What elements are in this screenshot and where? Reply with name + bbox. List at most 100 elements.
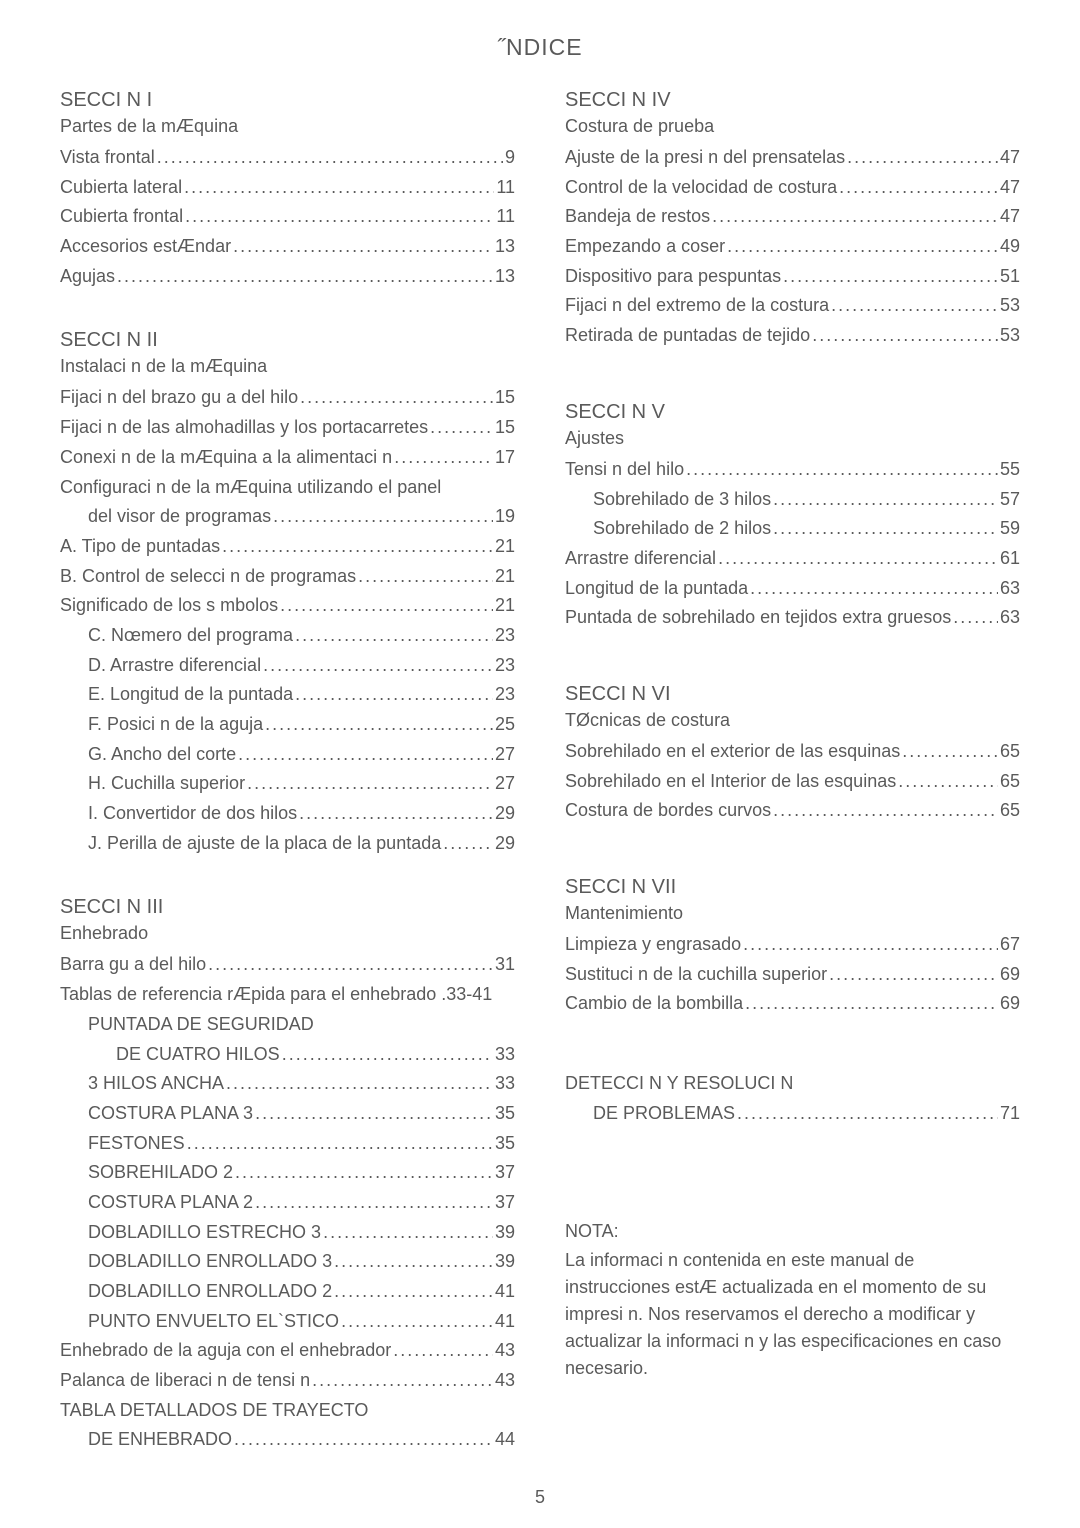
toc-page: 27 (495, 769, 515, 799)
section-4-head: SECCI N IV (565, 89, 1020, 112)
toc-label: DOBLADILLO ENROLLADO 3 (88, 1247, 332, 1277)
toc-page: 37 (495, 1158, 515, 1188)
toc-page: 53 (1000, 291, 1020, 321)
left-column: SECCI N I Partes de la mÆquina Vista fro… (60, 89, 515, 1455)
toc-leader-dots: ........................................… (773, 796, 998, 826)
toc-leader-dots: ........................................… (745, 989, 998, 1019)
toc-leader-dots: ........................................… (443, 829, 493, 859)
toc-leader-dots: ........................................… (300, 383, 493, 413)
toc-line: B. Control de selecci n de programas....… (60, 562, 515, 592)
toc-leader-dots: ........................................… (902, 737, 998, 767)
toc-label: D. Arrastre diferencial (88, 651, 261, 681)
columns-wrap: SECCI N I Partes de la mÆquina Vista fro… (60, 89, 1020, 1455)
toc-page: 39 (495, 1218, 515, 1248)
toc-line: Dispositivo para pespuntas..............… (565, 262, 1020, 292)
toc-line: Palanca de liberaci n de tensi n........… (60, 1366, 515, 1396)
toc-leader-dots: ........................................… (255, 1099, 493, 1129)
toc-page: 21 (495, 562, 515, 592)
toc-page: 41 (495, 1307, 515, 1337)
toc-page: 19 (495, 502, 515, 532)
toc-line: Significado de los s mbolos.............… (60, 591, 515, 621)
toc-line: COSTURA PLANA 3.........................… (60, 1099, 515, 1129)
toc-label: Sobrehilado de 2 hilos (593, 514, 771, 544)
toc-label: I. Convertidor de dos hilos (88, 799, 297, 829)
toc-label: Empezando a coser (565, 232, 725, 262)
toc-label: Configuraci n de la mÆquina utilizando e… (60, 473, 441, 503)
toc-label: DE PROBLEMAS (593, 1099, 735, 1129)
toc-label: Tablas de referencia rÆpida para el enhe… (60, 980, 446, 1010)
toc-line: Tensi n del hilo........................… (565, 455, 1020, 485)
toc-leader-dots: ........................................… (226, 1069, 493, 1099)
toc-label: DE CUATRO HILOS (116, 1040, 280, 1070)
toc-leader-dots: ........................................… (234, 1425, 493, 1455)
toc-label: Cubierta frontal (60, 202, 183, 232)
section-3-head: SECCI N III (60, 896, 515, 919)
toc-page: 65 (1000, 796, 1020, 826)
toc-page: 69 (1000, 989, 1020, 1019)
toc-line: DETECCI N Y RESOLUCI N (565, 1069, 1020, 1099)
toc-leader-dots: ........................................… (295, 680, 493, 710)
toc-page: 43 (495, 1336, 515, 1366)
toc-leader-dots: ........................................… (831, 291, 998, 321)
toc-line: Sobrehilado de 2 hilos..................… (565, 514, 1020, 544)
toc-page: 49 (1000, 232, 1020, 262)
toc-label: Retirada de puntadas de tejido (565, 321, 810, 351)
toc-line: Agujas..................................… (60, 262, 515, 292)
section-5-sub: Ajustes (565, 428, 1020, 449)
section-3-list: Barra gu a del hilo.....................… (60, 950, 515, 1455)
toc-leader-dots: ........................................… (184, 173, 494, 203)
toc-line: Retirada de puntadas de tejido..........… (565, 321, 1020, 351)
toc-label: Limpieza y engrasado (565, 930, 741, 960)
toc-page: 15 (495, 413, 515, 443)
toc-page: 61 (1000, 544, 1020, 574)
toc-line: PUNTO ENVUELTO EL`STICO.................… (60, 1307, 515, 1337)
toc-line: Cambio de la bombilla...................… (565, 989, 1020, 1019)
toc-leader-dots: ........................................… (233, 232, 493, 262)
toc-leader-dots: ........................................… (117, 262, 493, 292)
toc-label: 3 HILOS ANCHA (88, 1069, 224, 1099)
toc-page: 47 (1000, 143, 1020, 173)
toc-leader-dots: ........................................… (187, 1129, 493, 1159)
section-2-sub: Instalaci n de la mÆquina (60, 356, 515, 377)
toc-line: Sobrehilado de 3 hilos..................… (565, 485, 1020, 515)
toc-page: 17 (495, 443, 515, 473)
section-1-sub: Partes de la mÆquina (60, 116, 515, 137)
toc-line: COSTURA PLANA 2.........................… (60, 1188, 515, 1218)
toc-label: J. Perilla de ajuste de la placa de la p… (88, 829, 441, 859)
toc-line: C. Nœmero del programa..................… (60, 621, 515, 651)
toc-page: 65 (1000, 767, 1020, 797)
section-1-list: Vista frontal...........................… (60, 143, 515, 291)
section-1-head: SECCI N I (60, 89, 515, 112)
section-4-list: Ajuste de la presi n del prensatelas....… (565, 143, 1020, 351)
toc-line: D. Arrastre diferencial.................… (60, 651, 515, 681)
toc-leader-dots: ........................................… (743, 930, 998, 960)
toc-line: Vista frontal...........................… (60, 143, 515, 173)
toc-page: 11 (496, 202, 515, 232)
toc-line: del visor de programas..................… (60, 502, 515, 532)
toc-page: 63 (1000, 603, 1020, 633)
nota-head: NOTA: (565, 1218, 1020, 1245)
toc-label: B. Control de selecci n de programas (60, 562, 356, 592)
toc-page: 33-41 (446, 980, 492, 1010)
toc-leader-dots: ........................................… (727, 232, 998, 262)
toc-label: Vista frontal (60, 143, 155, 173)
toc-line: Fijaci n de las almohadillas y los porta… (60, 413, 515, 443)
section-5-list: Tensi n del hilo........................… (565, 455, 1020, 633)
toc-label: Fijaci n del brazo gu a del hilo (60, 383, 298, 413)
toc-label: COSTURA PLANA 2 (88, 1188, 253, 1218)
toc-page: 63 (1000, 574, 1020, 604)
toc-line: DE PROBLEMAS............................… (565, 1099, 1020, 1129)
toc-page: 29 (495, 829, 515, 859)
toc-leader-dots: ........................................… (773, 514, 998, 544)
toc-page: 23 (495, 651, 515, 681)
toc-line: Fijaci n del extremo de la costura......… (565, 291, 1020, 321)
toc-line: G. Ancho del corte......................… (60, 740, 515, 770)
toc-line: Configuraci n de la mÆquina utilizando e… (60, 473, 515, 503)
toc-leader-dots: ........................................… (394, 443, 493, 473)
toc-leader-dots: ........................................… (238, 740, 493, 770)
toc-line: Sobrehilado en el Interior de las esquin… (565, 767, 1020, 797)
toc-line: 3 HILOS ANCHA...........................… (60, 1069, 515, 1099)
toc-line: Control de la velocidad de costura......… (565, 173, 1020, 203)
section-6-sub: TØcnicas de costura (565, 710, 1020, 731)
toc-page: 21 (495, 591, 515, 621)
